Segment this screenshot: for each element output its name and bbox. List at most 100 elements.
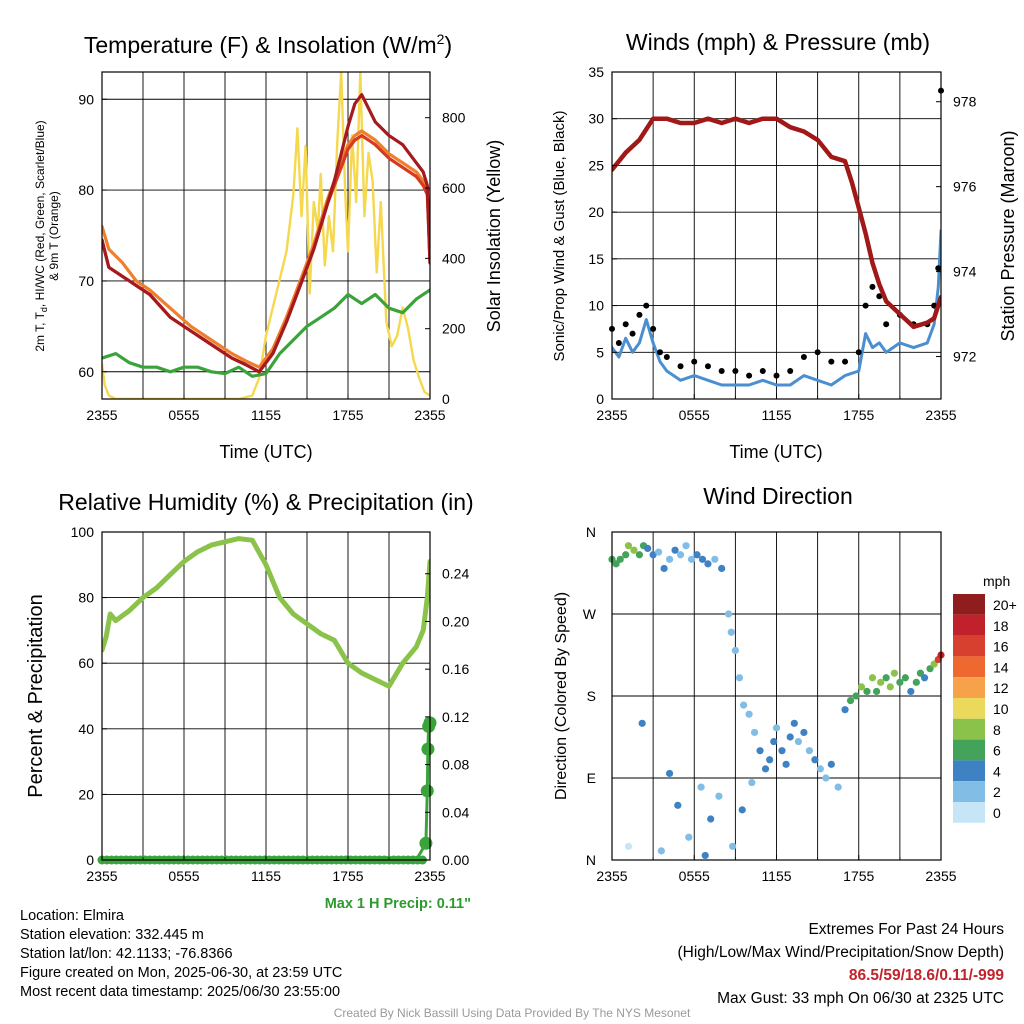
rh-y-tick-label: 80 <box>78 590 94 606</box>
temp-chart-title: Temperature (F) & Insolation (W/m2) <box>84 31 452 58</box>
wind-y-right-tick-label: 978 <box>953 94 977 110</box>
wind-x-tick-label: 1755 <box>843 407 874 423</box>
direction-point <box>701 851 709 860</box>
gust-point <box>629 330 636 337</box>
temp-y-right-axis-label: Solar Insolation (Yellow) <box>484 140 504 332</box>
gust-point <box>636 311 643 318</box>
temp-y-tick-label: 70 <box>78 273 94 289</box>
rh-y-right-tick-label: 0.20 <box>442 613 469 629</box>
direction-point <box>674 801 682 809</box>
temp-y-axis-label: 2m T, Td, HI/WC (Red, Green, Scarlet/Blu… <box>33 120 61 351</box>
temp-title-close: ) <box>444 32 452 58</box>
speed-legend-title: mph <box>983 573 1010 589</box>
dir-y-tick-label: E <box>587 770 596 786</box>
speed-legend-swatch <box>953 781 985 802</box>
location-line: Location: Elmira <box>20 908 124 924</box>
wind-y-tick-label: 10 <box>588 298 604 314</box>
rh-y-tick-label: 60 <box>78 655 94 671</box>
speed-legend-swatch <box>953 718 985 740</box>
gust-point <box>656 349 663 356</box>
temp-x-tick-label: 2355 <box>86 407 117 423</box>
dir-x-tick-label: 0555 <box>679 868 710 884</box>
gust-point <box>650 325 657 332</box>
gust-point <box>814 349 821 356</box>
speed-legend-label: 20+ <box>993 597 1017 613</box>
direction-point <box>738 806 746 814</box>
direction-point <box>698 555 707 563</box>
rh-x-tick-label: 2355 <box>86 868 117 884</box>
direction-point <box>852 692 860 700</box>
rh-y-right-tick-label: 0.12 <box>442 709 469 725</box>
temp-x-tick-label: 0555 <box>168 407 199 423</box>
direction-point <box>794 737 803 746</box>
credit-line: Created By Nick Bassill Using Data Provi… <box>333 1006 691 1020</box>
rh-y-right-tick-label: 0.24 <box>442 566 469 582</box>
direction-point <box>729 842 737 850</box>
temp-y-tick-label: 90 <box>78 91 94 107</box>
direction-point <box>805 747 814 755</box>
direction-point <box>761 765 770 773</box>
direction-point <box>715 792 723 800</box>
wind-speed-line <box>612 229 941 387</box>
direction-point <box>711 555 719 563</box>
gust-point <box>935 265 942 272</box>
temp-x-axis-label: Time (UTC) <box>219 442 312 462</box>
direction-point <box>778 747 786 755</box>
gust-point <box>663 353 670 360</box>
direction-point <box>877 678 885 686</box>
rh-y-tick-label: 0 <box>86 852 94 868</box>
dir-y-axis-label: Direction (Colored By Speed) <box>553 592 570 800</box>
direction-point <box>890 669 898 677</box>
direction-point <box>735 674 744 682</box>
speed-legend-label: 14 <box>993 659 1009 675</box>
direction-point <box>655 548 663 556</box>
dir-y-tick-label: S <box>587 688 596 704</box>
direction-point <box>665 555 674 563</box>
temp-title-superscript: 2 <box>437 31 445 47</box>
direction-point <box>750 728 759 737</box>
direction-point <box>657 847 665 855</box>
extremes-title: Extremes For Past 24 Hours <box>808 921 1004 938</box>
station-info: Location: Elmira Station elevation: 332.… <box>20 907 342 1002</box>
direction-point <box>676 551 685 559</box>
direction-point <box>901 674 909 682</box>
speed-legend-label: 4 <box>993 763 1001 779</box>
gust-point <box>615 339 622 346</box>
wind-y-tick-label: 25 <box>588 157 604 173</box>
gust-point <box>732 367 739 374</box>
precip-point <box>419 836 433 850</box>
temp-y-tick-label: 60 <box>78 364 94 380</box>
rh-y-right-tick-label: 0.08 <box>442 757 469 773</box>
speed-legend-label: 16 <box>993 639 1009 655</box>
direction-point <box>786 733 794 741</box>
direction-point <box>907 687 915 696</box>
speed-legend-label: 8 <box>993 722 1001 738</box>
dir-x-tick-label: 2355 <box>596 868 627 884</box>
direction-point <box>687 555 696 563</box>
elevation-line: Station elevation: 332.445 m <box>20 927 204 943</box>
wind-y-axis-label: Sonic/Prop Wind & Gust (Blue, Black) <box>551 111 568 362</box>
direction-point <box>800 728 808 737</box>
direction-point <box>671 546 679 554</box>
speed-legend-swatch <box>953 594 985 615</box>
extremes-subtitle: (High/Low/Max Wind/Precipitation/Snow De… <box>677 944 1005 961</box>
precip-point <box>420 784 434 798</box>
speed-legend-swatch <box>953 760 985 782</box>
temp-y-label-subscript: d <box>39 307 49 312</box>
direction-point <box>624 842 633 850</box>
rh-y-tick-label: 20 <box>78 786 94 802</box>
direction-point <box>882 674 890 682</box>
direction-point <box>841 706 849 714</box>
temp-y-right-tick-label: 400 <box>442 250 466 266</box>
speed-legend-swatch <box>953 656 985 678</box>
direction-point <box>624 542 633 550</box>
recent-data-line: Most recent data timestamp: 2025/06/30 2… <box>20 984 341 1000</box>
speed-legend-label: 6 <box>993 743 1001 759</box>
gust-point <box>677 363 684 370</box>
direction-point <box>748 778 756 787</box>
gust-point <box>828 358 835 365</box>
direction-point <box>834 783 842 791</box>
wind-y-right-tick-label: 976 <box>953 179 977 195</box>
